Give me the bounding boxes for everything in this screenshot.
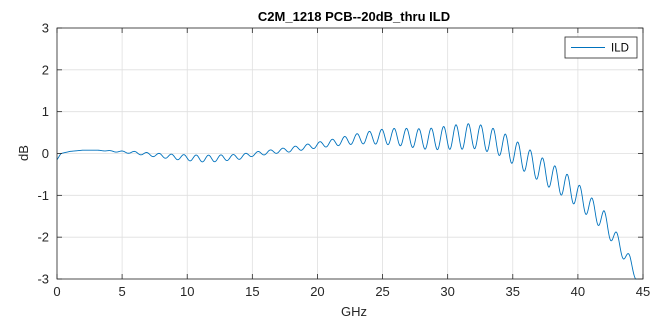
y-tick-label: 3 [42, 21, 49, 36]
x-tick-label: 45 [636, 284, 650, 299]
x-tick-label: 35 [506, 284, 520, 299]
chart-title: C2M_1218 PCB--20dB_thru ILD [258, 9, 450, 24]
legend-label: ILD [611, 43, 629, 55]
x-tick-label: 10 [180, 284, 194, 299]
y-tick-label: 0 [42, 146, 49, 161]
x-tick-label: 30 [440, 284, 454, 299]
x-tick-label: 15 [245, 284, 259, 299]
y-tick-label: -1 [37, 188, 49, 203]
x-tick-label: 20 [310, 284, 324, 299]
y-axis-label: dB [16, 145, 31, 161]
x-axis-label: GHz [341, 304, 367, 319]
y-tick-label: 1 [42, 104, 49, 119]
x-tick-label: 0 [53, 284, 60, 299]
plot-area: 0 5 10 15 20 25 30 35 40 45 -3 -2 -1 0 1 2 3 ILD [37, 21, 650, 300]
x-tick-label: 25 [375, 284, 389, 299]
x-tick-label: 5 [118, 284, 125, 299]
x-tick-label: 40 [571, 284, 585, 299]
y-tick-label: -2 [37, 230, 49, 245]
y-tick-label: -3 [37, 272, 49, 287]
y-tick-label: 2 [42, 62, 49, 77]
series-line-ild [56, 123, 638, 280]
